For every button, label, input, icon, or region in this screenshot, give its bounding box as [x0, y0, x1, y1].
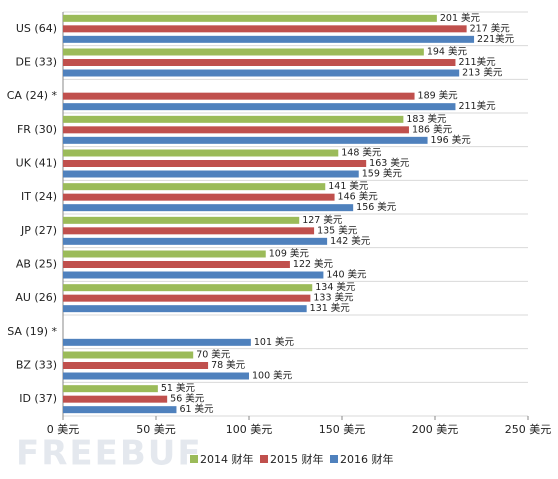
value-label: 56 美元 — [170, 393, 205, 405]
value-label: 51 美元 — [161, 382, 196, 394]
value-label: 61 美元 — [179, 403, 214, 415]
value-label: 146 美元 — [338, 191, 379, 203]
category-label: SA (19) * — [7, 325, 57, 338]
bar — [63, 237, 328, 245]
bar — [63, 193, 335, 201]
category-label: DE (33) — [16, 56, 58, 69]
category-label: JP (27) — [20, 224, 57, 237]
value-label: 101 美元 — [254, 336, 295, 348]
bar — [63, 35, 475, 43]
bar — [63, 250, 266, 258]
value-label: 109 美元 — [269, 248, 310, 260]
value-label: 194 美元 — [427, 46, 468, 58]
watermark: FREEBUF — [16, 434, 203, 474]
x-tick-label: 50 美元 — [136, 423, 176, 436]
value-label: 186 美元 — [412, 123, 453, 135]
bar — [63, 271, 324, 279]
x-tick-label: 100 美元 — [226, 423, 273, 436]
bar — [63, 48, 424, 56]
bar — [63, 294, 311, 302]
bar — [63, 183, 326, 191]
value-label: 148 美元 — [341, 147, 382, 159]
value-label: 70 美元 — [196, 349, 231, 361]
category-label: UK (41) — [16, 157, 57, 170]
bar — [63, 115, 404, 123]
value-label: 133 美元 — [313, 292, 354, 304]
category-label: AU (26) — [15, 291, 57, 304]
bar — [63, 305, 307, 313]
bar — [63, 103, 456, 111]
value-label: 131 美元 — [310, 302, 351, 314]
bar — [63, 59, 456, 66]
bar — [63, 126, 409, 134]
category-label: CA (24) * — [7, 89, 58, 102]
value-label: 134 美元 — [315, 281, 356, 293]
legend-swatch — [190, 455, 198, 463]
value-label: 189 美元 — [418, 90, 459, 102]
bar — [63, 14, 437, 22]
value-label: 217 美元 — [470, 22, 511, 34]
value-label: 135 美元 — [317, 224, 358, 236]
bar — [63, 372, 249, 380]
bar — [63, 170, 359, 178]
legend-label: 2014 财年 — [200, 452, 254, 466]
x-tick-label: 0 美元 — [47, 423, 80, 436]
value-label: 196 美元 — [431, 134, 472, 146]
x-tick-label: 250 美元 — [505, 423, 552, 436]
value-label: 221美元 — [477, 33, 515, 45]
x-tick-label: 150 美元 — [319, 423, 366, 436]
x-tick-label: 200 美元 — [412, 423, 459, 436]
category-label: FR (30) — [17, 123, 57, 136]
value-label: 122 美元 — [293, 258, 334, 270]
bar — [63, 160, 367, 167]
value-label: 127 美元 — [302, 214, 343, 226]
bar — [63, 351, 194, 359]
bar — [63, 338, 251, 346]
legend-label: 2016 财年 — [340, 452, 394, 466]
legend-swatch — [260, 455, 268, 463]
bar — [63, 395, 168, 403]
bar — [63, 149, 339, 157]
value-label: 183 美元 — [406, 113, 447, 125]
value-label: 142 美元 — [330, 235, 371, 247]
value-label: 100 美元 — [252, 370, 293, 382]
category-label: IT (24) — [21, 190, 57, 203]
value-label: 211美元 — [458, 100, 496, 112]
category-label: AB (25) — [16, 258, 57, 271]
value-label: 211美元 — [458, 56, 496, 68]
bar — [63, 227, 315, 235]
bar — [63, 284, 313, 292]
bar — [63, 385, 158, 393]
category-label: BZ (33) — [16, 359, 57, 372]
bar — [63, 216, 300, 224]
category-label: ID (37) — [19, 392, 57, 405]
value-label: 213 美元 — [462, 67, 503, 79]
legend-swatch — [330, 455, 338, 463]
bar — [63, 136, 428, 144]
category-label: US (64) — [16, 22, 57, 35]
value-label: 159 美元 — [362, 168, 403, 180]
value-label: 163 美元 — [369, 157, 410, 169]
value-label: 141 美元 — [328, 180, 369, 192]
bar — [63, 69, 460, 77]
legend-label: 2015 财年 — [270, 452, 324, 466]
bar — [63, 204, 354, 212]
value-label: 156 美元 — [356, 201, 397, 213]
value-label: 140 美元 — [326, 269, 367, 281]
bar — [63, 406, 177, 414]
bar — [63, 261, 290, 268]
value-label: 201 美元 — [440, 12, 481, 24]
bar — [63, 92, 415, 100]
value-label: 78 美元 — [211, 359, 246, 371]
bar — [63, 25, 467, 33]
bar — [63, 362, 209, 369]
